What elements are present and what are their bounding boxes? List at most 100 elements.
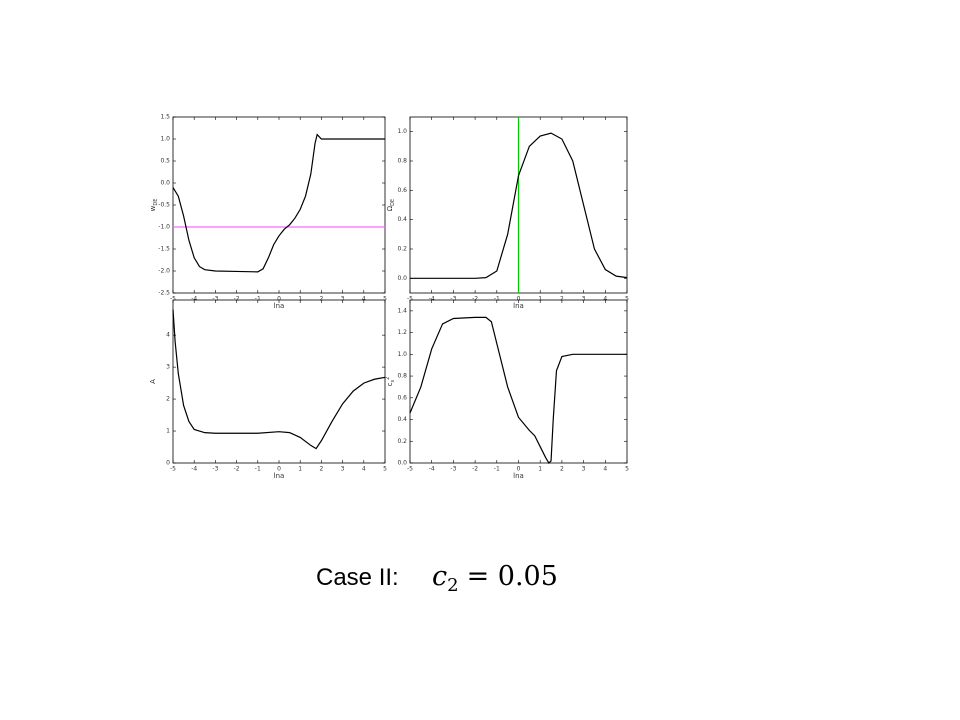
y-tick-label: 3 [166, 364, 170, 371]
y-label-sup: 2 [385, 377, 391, 380]
caption-formula: c2 = 0.05 [432, 561, 558, 596]
y-axis-label: cs2 [385, 377, 396, 387]
x-tick-label: -3 [212, 466, 218, 473]
x-tick-label: -1 [494, 296, 500, 303]
y-axis-label: wDE [149, 199, 159, 212]
data-line [172, 133, 385, 273]
x-tick-label: -4 [429, 296, 435, 303]
y-tick-label: 1.2 [397, 329, 407, 336]
x-tick-label: 2 [319, 466, 323, 473]
y-tick-label: 0.8 [397, 373, 407, 380]
panel: -5 -4 -3 -2 -1 0 1 2 3 4 5 -2.5 -2.0 -1.5 -1.0 -0.5 0.0 0… [149, 114, 387, 311]
y-tick-label: 0.4 [397, 416, 407, 423]
x-tick-label: 3 [582, 466, 586, 473]
x-tick-label: -4 [191, 296, 197, 303]
y-label-sub: DE [390, 199, 396, 206]
y-tick-label: 0.5 [160, 158, 170, 165]
y-tick-label: 0.2 [397, 438, 407, 445]
x-tick-label: -3 [450, 466, 456, 473]
x-tick-label: 4 [362, 466, 366, 473]
x-tick-label: -2 [472, 296, 478, 303]
y-tick-label: 0.0 [397, 460, 407, 467]
y-axis-label: A [149, 379, 157, 384]
y-tick-label: 1.0 [160, 136, 170, 143]
x-tick-label: -1 [255, 296, 261, 303]
y-tick-label: -1.5 [158, 246, 170, 253]
x-tick-label: 4 [603, 296, 607, 303]
x-tick-label: -5 [170, 466, 176, 473]
x-tick-label: 3 [341, 466, 345, 473]
x-tick-label: -4 [429, 466, 435, 473]
x-tick-label: 1 [538, 296, 542, 303]
x-tick-label: 2 [319, 296, 323, 303]
x-tick-label: -2 [234, 466, 240, 473]
y-tick-label: 0.0 [160, 180, 170, 187]
y-tick-label: 0.2 [397, 246, 407, 253]
y-tick-label: 0.0 [397, 275, 407, 282]
y-tick-label: -0.5 [158, 202, 170, 209]
x-axis-label: lna [274, 302, 285, 310]
plot-frame [172, 299, 386, 464]
x-tick-label: -1 [255, 466, 261, 473]
x-tick-label: 3 [341, 296, 345, 303]
y-label-main: A [149, 379, 157, 384]
x-tick-label: 4 [603, 466, 607, 473]
data-line [172, 309, 386, 450]
x-tick-label: 0 [277, 296, 281, 303]
x-tick-label: 0 [277, 466, 281, 473]
y-tick-label: 1.0 [397, 128, 407, 135]
x-tick-label: 2 [560, 466, 564, 473]
y-label-main: w [149, 205, 157, 211]
y-axis-label: ΩDE [386, 199, 396, 211]
panel: -5 -4 -3 -2 -1 0 1 2 3 4 5 0.0 0.2 0.4 0.6 0.8 1.0 1.2 1.4… [385, 299, 629, 480]
y-tick-label: 2 [166, 396, 170, 403]
x-tick-label: 5 [625, 466, 629, 473]
x-tick-label: -3 [212, 296, 218, 303]
y-tick-label: 1 [166, 428, 170, 435]
formula-symbol: c [432, 561, 447, 592]
y-tick-label: -2.0 [158, 268, 170, 275]
x-tick-label: 1 [298, 296, 302, 303]
x-tick-label: -2 [234, 296, 240, 303]
x-tick-label: 5 [625, 296, 629, 303]
y-tick-label: 0.6 [397, 394, 407, 401]
y-tick-label: 0.8 [397, 158, 407, 165]
y-tick-label: 4 [166, 332, 170, 339]
x-tick-label: -5 [407, 296, 413, 303]
y-tick-label: 1.5 [160, 114, 170, 121]
y-label-main: c [386, 382, 394, 386]
panel: -5 -4 -3 -2 -1 0 1 2 3 4 5 0 1 2 3 4 lna A [149, 299, 387, 480]
y-tick-label: -1.0 [158, 224, 170, 231]
x-tick-label: 1 [538, 466, 542, 473]
caption-label: Case II: [316, 564, 399, 591]
x-axis-label: lna [274, 472, 285, 480]
y-label-sub: s [390, 379, 396, 382]
x-tick-label: -3 [450, 296, 456, 303]
data-line [409, 316, 627, 464]
y-tick-label: 1.4 [397, 307, 407, 314]
x-tick-label: 4 [362, 296, 366, 303]
y-label-sub: DE [153, 199, 159, 206]
y-tick-label: 0.6 [397, 187, 407, 194]
x-tick-label: -2 [472, 466, 478, 473]
y-tick-label: 0.4 [397, 216, 407, 223]
formula-subscript: 2 [447, 575, 458, 596]
y-label-main: Ω [386, 205, 394, 211]
x-tick-label: 5 [383, 466, 387, 473]
x-axis-label: lna [513, 302, 524, 310]
x-tick-label: 3 [582, 296, 586, 303]
x-tick-label: -1 [494, 466, 500, 473]
y-tick-label: 1.0 [397, 351, 407, 358]
x-tick-label: 0 [517, 466, 521, 473]
x-axis-label: lna [513, 472, 524, 480]
x-tick-label: 0 [517, 296, 521, 303]
x-tick-label: 2 [560, 296, 564, 303]
panel: -5 -4 -3 -2 -1 0 1 2 3 4 5 0.0 0.2 0.4 0.6 0.8 1.0 lna ΩDE [386, 116, 629, 310]
x-tick-label: -5 [407, 466, 413, 473]
x-tick-label: -4 [191, 466, 197, 473]
plot-frame [172, 116, 386, 294]
x-tick-label: 5 [383, 296, 387, 303]
formula-relation: = 0.05 [467, 561, 558, 592]
x-tick-label: -5 [170, 296, 176, 303]
